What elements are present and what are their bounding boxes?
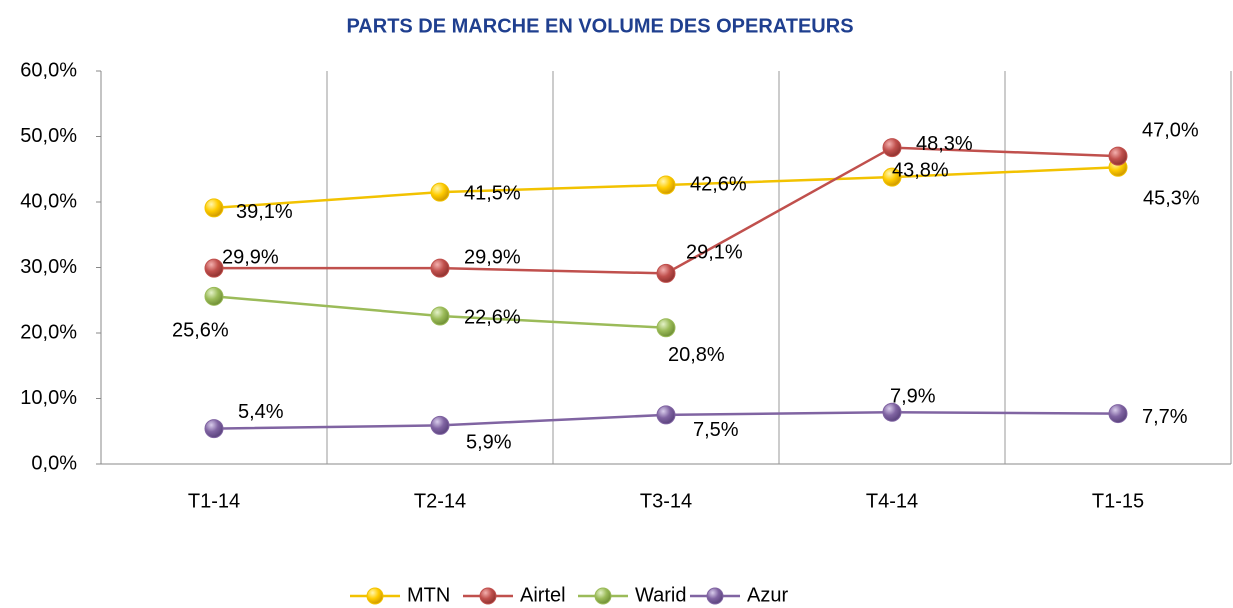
x-tick-label: T1-14 bbox=[188, 490, 240, 512]
data-label: 22,6% bbox=[464, 306, 521, 328]
chart-title: PARTS DE MARCHE EN VOLUME DES OPERATEURS bbox=[346, 15, 853, 37]
data-label: 48,3% bbox=[916, 133, 973, 155]
data-label: 29,9% bbox=[464, 246, 521, 268]
data-label: 42,6% bbox=[690, 173, 747, 195]
x-tick-label: T3-14 bbox=[640, 490, 692, 512]
marker bbox=[204, 286, 224, 306]
data-label: 20,8% bbox=[668, 344, 725, 366]
data-label: 25,6% bbox=[172, 320, 229, 342]
legend-marker bbox=[706, 587, 724, 605]
marker bbox=[656, 318, 676, 338]
data-label: 39,1% bbox=[236, 201, 293, 223]
marker bbox=[656, 175, 676, 195]
y-tick-label: 50,0% bbox=[20, 125, 77, 147]
data-label: 47,0% bbox=[1142, 119, 1199, 141]
y-tick-label: 0,0% bbox=[31, 452, 77, 474]
marker bbox=[430, 258, 450, 278]
marker bbox=[204, 419, 224, 439]
marker bbox=[882, 402, 902, 422]
data-label: 29,1% bbox=[686, 242, 743, 264]
y-tick-label: 60,0% bbox=[20, 59, 77, 81]
legend-label: MTN bbox=[407, 584, 450, 606]
data-label: 41,5% bbox=[464, 182, 521, 204]
x-tick-label: T2-14 bbox=[414, 490, 466, 512]
legend-label: Azur bbox=[747, 584, 788, 606]
data-label: 29,9% bbox=[222, 246, 279, 268]
series-line bbox=[214, 146, 1119, 275]
data-label: 7,5% bbox=[693, 419, 739, 441]
marker bbox=[430, 182, 450, 202]
y-tick-label: 10,0% bbox=[20, 387, 77, 409]
marker bbox=[430, 415, 450, 435]
legend-label: Airtel bbox=[520, 584, 566, 606]
legend-label: Warid bbox=[635, 584, 686, 606]
legend-marker bbox=[366, 587, 384, 605]
data-label: 45,3% bbox=[1143, 188, 1200, 210]
marker bbox=[204, 258, 224, 278]
marker bbox=[656, 405, 676, 425]
legend-marker bbox=[594, 587, 612, 605]
marker bbox=[430, 306, 450, 326]
data-label: 7,9% bbox=[890, 386, 936, 408]
marker bbox=[1108, 404, 1128, 424]
marker bbox=[1108, 146, 1128, 166]
y-tick-label: 30,0% bbox=[20, 256, 77, 278]
data-label: 43,8% bbox=[892, 159, 949, 181]
data-label: 5,4% bbox=[238, 401, 284, 423]
x-tick-label: T4-14 bbox=[866, 490, 918, 512]
y-tick-label: 20,0% bbox=[20, 321, 77, 343]
marker bbox=[882, 138, 902, 158]
marker bbox=[204, 198, 224, 218]
x-tick-label: T1-15 bbox=[1092, 490, 1144, 512]
y-tick-label: 40,0% bbox=[20, 190, 77, 212]
legend-marker bbox=[479, 587, 497, 605]
marker bbox=[656, 263, 676, 283]
marker bbox=[882, 167, 902, 187]
data-label: 7,7% bbox=[1142, 406, 1188, 428]
data-label: 5,9% bbox=[466, 432, 512, 454]
